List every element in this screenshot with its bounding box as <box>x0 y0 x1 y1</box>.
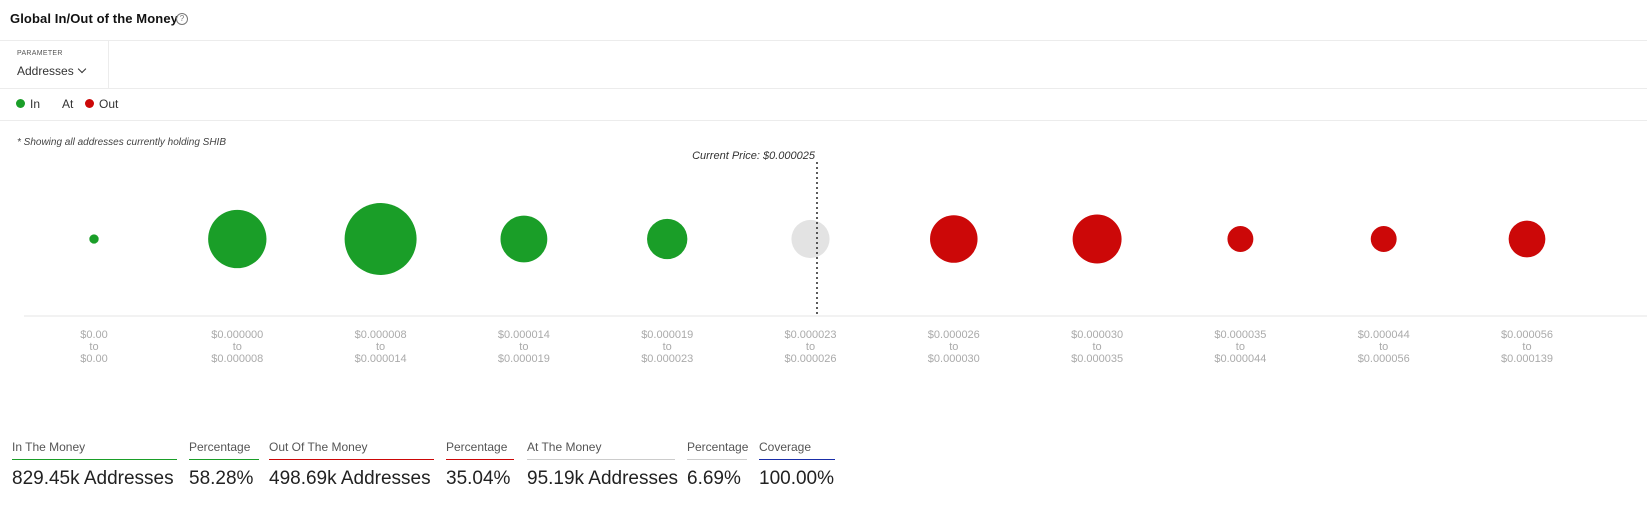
stat-2: Out Of The Money 498.69k Addresses <box>269 440 434 490</box>
x-tick-label: to <box>1236 341 1245 353</box>
x-tick-label: $0.00 <box>80 353 108 365</box>
x-tick-label: $0.000000 <box>211 329 263 341</box>
x-tick-label: $0.000019 <box>498 353 550 365</box>
stat-value: 58.28% <box>189 468 254 489</box>
x-tick-label: $0.000035 <box>1071 353 1123 365</box>
x-tick-label: $0.000035 <box>1214 329 1266 341</box>
chevron-down-icon <box>77 64 86 74</box>
x-tick-label: $0.000014 <box>498 329 550 341</box>
bubble-out[interactable] <box>1508 220 1546 258</box>
x-tick-label: $0.000008 <box>355 329 407 341</box>
x-tick-label: to <box>949 341 958 353</box>
x-tick-label: $0.000030 <box>928 353 980 365</box>
stat-label: In The Money <box>12 440 177 460</box>
stat-value: 6.69% <box>687 468 741 489</box>
x-tick-label: $0.000044 <box>1358 329 1410 341</box>
stats-bar: In The Money 829.45k Addresses Percentage 5… <box>0 440 1647 500</box>
stat-4: At The Money 95.19k Addresses <box>527 440 679 490</box>
bubble-in[interactable] <box>500 215 548 263</box>
legend-at-label: At <box>62 97 74 111</box>
legend-item-in[interactable]: In <box>16 97 40 111</box>
x-tick-label: to <box>1093 341 1102 353</box>
parameter-bar <box>108 40 1647 89</box>
stat-label: At The Money <box>527 440 675 460</box>
bubble-chart: $0.00to$0.00$0.000000to$0.000008$0.00000… <box>24 150 1647 365</box>
bubble-out[interactable] <box>1227 226 1254 252</box>
x-tick-label: $0.000014 <box>355 353 407 365</box>
stat-label: Percentage <box>189 440 259 460</box>
x-tick-label: to <box>89 341 98 353</box>
bubble-in[interactable] <box>344 203 417 275</box>
x-tick-label: to <box>519 341 528 353</box>
legend-in-label: In <box>30 97 41 111</box>
bubble-in[interactable] <box>208 209 267 269</box>
legend: In At Out <box>0 89 1647 121</box>
parameter-selected: Addresses <box>17 64 74 78</box>
legend-in-dot-icon <box>16 99 25 108</box>
question-circle-icon[interactable]: ? <box>176 13 188 25</box>
stat-value: 829.45k Addresses <box>12 468 174 489</box>
x-tick-label: $0.00 <box>80 329 108 341</box>
x-tick-label: to <box>376 341 385 353</box>
stat-1: Percentage 58.28% <box>189 440 259 490</box>
parameter-label: PARAMETER <box>17 50 63 57</box>
stat-label: Percentage <box>687 440 748 460</box>
bubble-in[interactable] <box>89 234 99 244</box>
bubble-out[interactable] <box>1370 226 1397 252</box>
page-title: Global In/Out of the Money <box>10 11 178 26</box>
x-tick-label: $0.000026 <box>785 353 837 365</box>
parameter-panel: PARAMETER Addresses <box>0 40 109 89</box>
bubble-at[interactable] <box>791 219 830 259</box>
x-tick-label: $0.000056 <box>1358 353 1410 365</box>
stat-5: Percentage 6.69% <box>687 440 748 490</box>
x-tick-label: to <box>806 341 815 353</box>
bubble-out[interactable] <box>1072 214 1122 264</box>
stat-label: Coverage <box>759 440 835 460</box>
x-tick-label: to <box>1522 341 1531 353</box>
stat-value: 498.69k Addresses <box>269 468 431 489</box>
x-tick-label: $0.000026 <box>928 329 980 341</box>
header: Global In/Out of the Money ? <box>0 0 1647 41</box>
legend-out-dot-icon <box>85 99 94 108</box>
stat-0: In The Money 829.45k Addresses <box>12 440 177 490</box>
stat-3: Percentage 35.04% <box>446 440 514 490</box>
current-price-label: Current Price: $0.000025 <box>692 150 816 162</box>
bubble-out[interactable] <box>930 215 978 263</box>
x-tick-label: $0.000044 <box>1214 353 1266 365</box>
stat-value: 100.00% <box>759 468 835 489</box>
x-tick-label: $0.000019 <box>641 329 693 341</box>
bubble-in[interactable] <box>647 218 688 260</box>
x-tick-label: to <box>663 341 672 353</box>
x-tick-label: to <box>1379 341 1388 353</box>
x-tick-label: $0.000023 <box>785 329 837 341</box>
stat-value: 35.04% <box>446 468 511 489</box>
stat-value: 95.19k Addresses <box>527 468 679 489</box>
x-tick-label: $0.000139 <box>1501 353 1553 365</box>
holding-note: * Showing all addresses currently holdin… <box>17 137 226 148</box>
x-tick-label: $0.000056 <box>1501 329 1553 341</box>
legend-out-label: Out <box>99 97 119 111</box>
x-tick-label: $0.000008 <box>211 353 263 365</box>
x-tick-label: $0.000023 <box>641 353 693 365</box>
parameter-dropdown[interactable]: Addresses <box>17 64 86 78</box>
stat-label: Out Of The Money <box>269 440 434 460</box>
stat-label: Percentage <box>446 440 514 460</box>
legend-item-at[interactable]: At <box>62 97 73 111</box>
stat-6: Coverage 100.00% <box>759 440 835 490</box>
legend-item-out[interactable]: Out <box>85 97 118 111</box>
x-tick-label: $0.000030 <box>1071 329 1123 341</box>
x-tick-label: to <box>233 341 242 353</box>
